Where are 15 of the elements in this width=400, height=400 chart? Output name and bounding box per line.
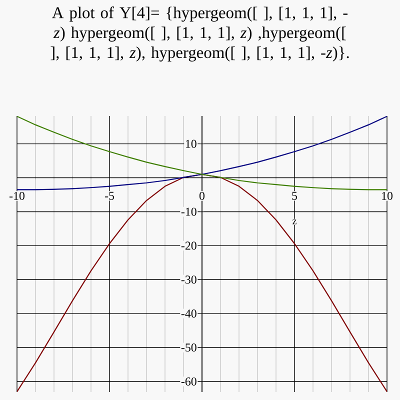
line-series (17, 116, 388, 190)
y-tick-label: -60 (181, 377, 196, 386)
y-tick-label: -50 (181, 343, 196, 352)
x-tick-label: -10 (9, 192, 25, 200)
y-tick-label: -20 (181, 242, 196, 250)
y-tick-label: 10 (186, 140, 196, 148)
y-tick-label: -30 (181, 276, 196, 284)
x-tick-label: 0 (199, 192, 205, 200)
x-tick-label: -5 (104, 192, 114, 200)
y-tick-label: -40 (181, 310, 196, 318)
y-tick-label: -10 (181, 208, 196, 216)
chart-title: A plot of Y[4]= {hypergeom([ ], [1, 1, 1], -z) hypergeom([ ], [1, 1, 1], z) ,hypergeom([ ], [1, 1, 1], z), hypergeom([ ], [1, 1, 1], -z)}. (50, 6, 349, 62)
x-tick-label: 5 (292, 192, 298, 200)
x-tick-label: 10 (382, 192, 393, 200)
x-axis-title: z (292, 220, 296, 224)
